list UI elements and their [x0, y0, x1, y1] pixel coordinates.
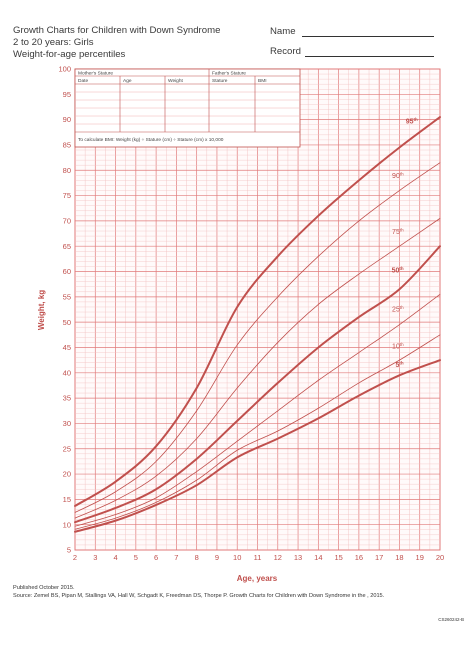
x-tick-label: 19: [416, 553, 424, 562]
y-tick-label: 20: [63, 470, 71, 479]
y-tick-label: 75: [63, 191, 71, 200]
chart-title-line2: 2 to 20 years: Girls: [13, 37, 94, 48]
name-label: Name: [270, 26, 296, 37]
y-tick-label: 80: [63, 166, 71, 175]
x-tick-label: 16: [355, 553, 363, 562]
label-90th: 90th: [392, 172, 404, 181]
x-tick-label: 14: [314, 553, 322, 562]
x-tick-label: 18: [395, 553, 403, 562]
y-tick-label: 30: [63, 419, 71, 428]
percentile-curves: [74, 116, 441, 533]
label-50th: 50th: [392, 266, 404, 275]
source-note: Source: Zemel BS, Pipan M, Stallings VA,…: [13, 593, 385, 599]
y-tick-label: 35: [63, 394, 71, 403]
y-tick-label: 95: [63, 90, 71, 99]
y-tick-label: 85: [63, 141, 71, 150]
y-tick-label: 10: [63, 520, 71, 529]
bmi-formula: To calculate BMI: Weight (kg) ÷ Stature …: [78, 137, 224, 143]
x-tick-label: 8: [195, 553, 199, 562]
y-tick-label: 50: [63, 318, 71, 327]
label-75th: 75th: [392, 227, 404, 236]
x-tick-label: 15: [334, 553, 342, 562]
mothers-stature-label: Mother's Stature: [78, 71, 113, 77]
curve-50th: [74, 245, 441, 524]
curve-25th: [74, 293, 441, 527]
y-tick-label: 15: [63, 495, 71, 504]
curve-10th: [74, 334, 441, 530]
label-5th: 5th: [395, 360, 403, 369]
x-tick-label: 20: [436, 553, 444, 562]
x-tick-label: 6: [154, 553, 158, 562]
x-tick-label: 2: [73, 553, 77, 562]
x-tick-label: 4: [113, 553, 117, 562]
record-label: Record: [270, 46, 301, 57]
name-field-line[interactable]: [302, 36, 434, 37]
percentile-labels: 95th 90th 75th 50th 25th 10th 5th: [392, 117, 418, 369]
y-tick-label: 70: [63, 216, 71, 225]
curve-95th: [74, 116, 441, 507]
y-tick-label: 65: [63, 242, 71, 251]
x-tick-label: 7: [174, 553, 178, 562]
x-tick-label: 12: [274, 553, 282, 562]
col-weight: Weight: [168, 78, 184, 84]
fathers-stature-label: Father's Stature: [212, 71, 246, 77]
col-bmi: BMI: [258, 78, 267, 84]
col-stature: Stature: [212, 78, 228, 84]
label-25th: 25th: [392, 305, 404, 314]
record-field-line[interactable]: [305, 56, 434, 57]
x-tick-label: 3: [93, 553, 97, 562]
col-age: Age: [123, 78, 132, 84]
curve-75th: [74, 217, 441, 519]
x-tick-label: 9: [215, 553, 219, 562]
x-tick-label: 5: [134, 553, 138, 562]
x-tick-label: 17: [375, 553, 383, 562]
label-95th: 95th: [406, 117, 418, 126]
y-tick-label: 100: [58, 65, 71, 74]
y-tick-label: 25: [63, 444, 71, 453]
chart-title-line1: Growth Charts for Children with Down Syn…: [13, 25, 221, 36]
published-note: Published October 2015.: [13, 585, 75, 591]
y-tick-label: 45: [63, 343, 71, 352]
y-tick-label: 55: [63, 292, 71, 301]
x-tick-label: 13: [294, 553, 302, 562]
y-tick-label: 60: [63, 267, 71, 276]
x-tick-labels: 2 3 4 5 6 7 8 9 10 11 12 13 14 15 16 17 18 19 20: [73, 553, 444, 562]
curve-90th: [74, 162, 441, 513]
record-table[interactable]: Mother's Stature Father's Stature Date A…: [74, 68, 301, 148]
chart-title-line3: Weight-for-age percentiles: [13, 49, 126, 60]
document-code: CS260242-B: [438, 617, 464, 622]
y-tick-label: 90: [63, 115, 71, 124]
y-axis-label: Weight, kg: [37, 290, 46, 330]
y-tick-label: 5: [67, 546, 71, 555]
col-date: Date: [78, 78, 88, 84]
label-10th: 10th: [392, 342, 404, 351]
x-axis-label: Age, years: [237, 574, 278, 583]
y-tick-label: 40: [63, 368, 71, 377]
y-tick-labels: 5 10 15 20 25 30 35 40 45 50 55 60 65 70 75 80 85 90 95 100: [58, 65, 71, 555]
x-tick-label: 11: [254, 553, 262, 562]
x-tick-label: 10: [233, 553, 241, 562]
curve-5th: [74, 359, 441, 533]
